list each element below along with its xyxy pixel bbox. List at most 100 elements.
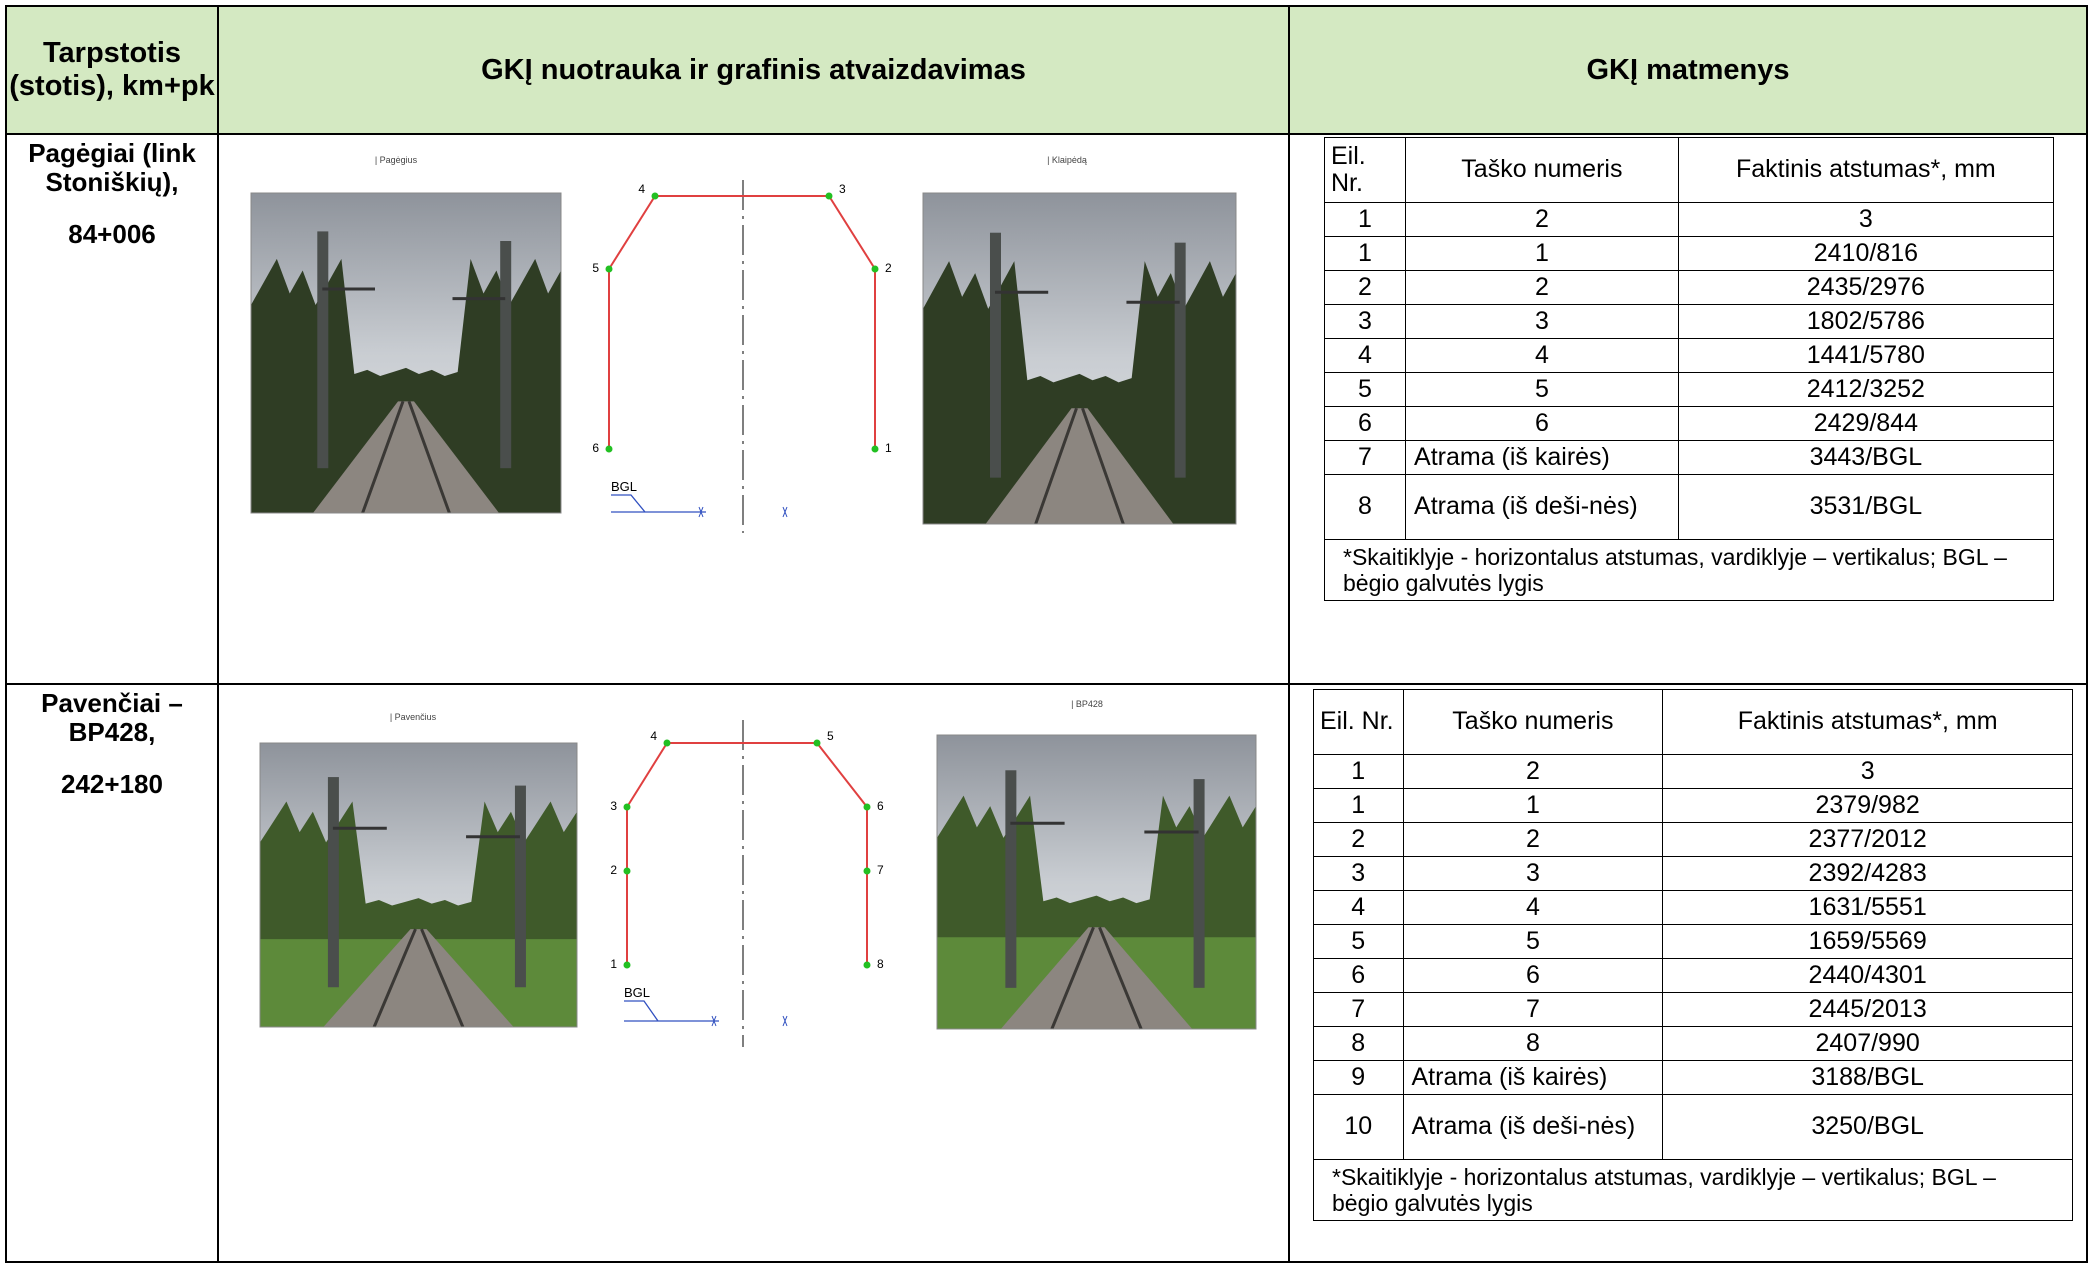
table-cell: Atrama (iš kairės): [1405, 440, 1679, 475]
gauge-outline: [608, 195, 876, 449]
gauge-point: [623, 867, 631, 875]
table-cell: 3: [1405, 304, 1679, 339]
table-row: 4 4 1441/5780: [1323, 338, 2055, 373]
gauge-point: [605, 445, 613, 453]
table-cell: 8: [1402, 1026, 1664, 1061]
table-cell: 5: [1313, 924, 1404, 959]
table-row: 8 8 2407/990: [1313, 1026, 2073, 1061]
table-cell: 2: [1402, 754, 1664, 789]
photo: [936, 734, 1257, 1030]
table-cell: 3: [1323, 304, 1407, 339]
photo-pole: [500, 241, 512, 469]
point-label: 3: [610, 799, 617, 813]
station-km: 84+006: [68, 219, 156, 250]
table-row: 9 Atrama (iš kairės) 3188/BGL: [1313, 1060, 2073, 1095]
gauge-point: [605, 265, 613, 273]
photo-ballast: [1000, 927, 1193, 1029]
table-cell: 2410/816: [1677, 236, 2055, 271]
table-header: Taško numeris: [1405, 137, 1679, 203]
table-row: 1 1 2379/982: [1313, 788, 2073, 823]
table-cell: 3: [1677, 202, 2055, 237]
photo-caption: | BP428: [1071, 699, 1103, 709]
photo-ballast: [323, 929, 514, 1027]
table-header: Faktinis atstumas*, mm: [1662, 689, 2073, 755]
table-cell: Atrama (iš deši-nės): [1405, 474, 1679, 540]
photo-trees: [923, 261, 1236, 524]
photo-ballast: [313, 401, 499, 513]
header-row: Eil. Nr. Taško numeris Faktinis atstumas*,…: [1323, 137, 2055, 203]
photo-rails: [361, 400, 451, 514]
gauge-point: [813, 739, 821, 747]
bgl-label: BGL: [611, 479, 637, 494]
header-col1: Tarpstotis (stotis), km+pk: [5, 5, 219, 135]
table-cell: 2: [1405, 202, 1679, 237]
table-row: 6 6 2429/844: [1323, 406, 2055, 441]
station-name: Pagėgiai (link Stoniškių),: [28, 138, 196, 197]
table-cell: 3: [1662, 754, 2073, 789]
table-cell: 7: [1313, 992, 1404, 1027]
table-header: Eil. Nr.: [1313, 689, 1404, 755]
table-cell: Atrama (iš deši-nės): [1402, 1094, 1664, 1160]
table-cell: 10: [1313, 1094, 1404, 1160]
station-km: 242+180: [61, 769, 163, 800]
point-label: 4: [650, 729, 657, 743]
table-cell: 2: [1402, 822, 1664, 857]
table-row: 5 5 2412/3252: [1323, 372, 2055, 407]
table-cell: 3250/BGL: [1662, 1094, 2073, 1160]
gauge-point: [871, 265, 879, 273]
table-cell: 8: [1323, 474, 1407, 540]
table-cell: 1: [1313, 788, 1404, 823]
point-label: 5: [592, 261, 599, 275]
gauge-point: [863, 803, 871, 811]
gauge-point: [663, 739, 671, 747]
photo-rails: [1050, 926, 1143, 1030]
table-cell: 5: [1405, 372, 1679, 407]
table-row: 5 5 1659/5569: [1313, 924, 2073, 959]
photo-trees: [251, 258, 561, 513]
header-col2: GKĮ nuotrauka ir grafinis atvaizdavimas: [217, 5, 1290, 135]
photo-pole: [1193, 779, 1205, 988]
table-row: 7 Atrama (iš kairės) 3443/BGL: [1323, 440, 2055, 475]
table-cell: 2435/2976: [1677, 270, 2055, 305]
table-cell: 5: [1323, 372, 1407, 407]
table-cell: 4: [1313, 890, 1404, 925]
gauge-outline: [626, 742, 868, 965]
table-cell: 2407/990: [1662, 1026, 2073, 1061]
table-row: 6 6 2440/4301: [1313, 958, 2073, 993]
photo-border: [250, 192, 562, 514]
table-cell: 1802/5786: [1677, 304, 2055, 339]
photo-caption: | Klaipėdą: [1047, 155, 1087, 165]
photo: [250, 192, 562, 514]
table-cell: 1: [1402, 788, 1664, 823]
photo-caption: | Pagėgius: [375, 155, 418, 165]
photo-border: [259, 742, 578, 1028]
table-cell: 8: [1313, 1026, 1404, 1061]
table-cell: 2429/844: [1677, 406, 2055, 441]
table-row: 3 3 2392/4283: [1313, 856, 2073, 891]
table-cell: 2377/2012: [1662, 822, 2073, 857]
gauge-diagram: 4 3 5 2 6 1 BGL: [592, 180, 892, 533]
table-row: 2 2 2435/2976: [1323, 270, 2055, 305]
table-cell: 6: [1402, 958, 1664, 993]
gauge-point: [871, 445, 879, 453]
bgl-mark: [711, 1015, 788, 1027]
photo-pole: [514, 785, 526, 988]
table-cell: 4: [1405, 338, 1679, 373]
table-cell: 2: [1405, 270, 1679, 305]
table-cell: 5: [1402, 924, 1664, 959]
table-header: Faktinis atstumas*, mm: [1677, 137, 2055, 203]
table-header: Eil. Nr.: [1323, 137, 1407, 203]
table-row: 7 7 2445/2013: [1313, 992, 2073, 1027]
table-cell: 1: [1323, 202, 1407, 237]
table-cell: 2: [1313, 822, 1404, 857]
bgl-line: [611, 494, 706, 513]
table-note: *Skaitiklyje - horizontalus atstumas, va…: [1313, 1159, 2073, 1221]
table-cell: 7: [1402, 992, 1664, 1027]
gauge-point: [863, 867, 871, 875]
point-label: 5: [827, 729, 834, 743]
point-label: 7: [877, 863, 884, 877]
table-cell: 2412/3252: [1677, 372, 2055, 407]
bgl-mark: [698, 506, 788, 518]
